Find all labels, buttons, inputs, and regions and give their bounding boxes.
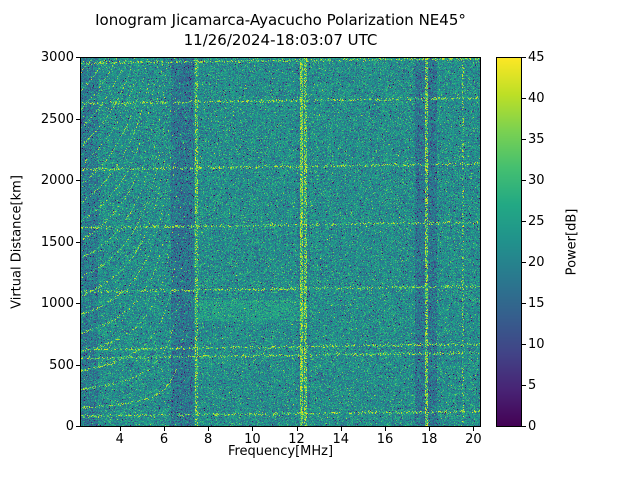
x-tick-label: 8: [204, 432, 213, 447]
colorbar-tick-mark: [522, 262, 526, 263]
y-tick-mark: [76, 364, 80, 366]
colorbar-tick-label: 20: [528, 255, 545, 270]
colorbar-tick-mark: [522, 139, 526, 140]
y-tick-label: 1500: [40, 234, 74, 250]
x-tick-mark: [384, 427, 386, 431]
x-tick-mark: [208, 427, 210, 431]
y-tick-mark: [76, 303, 80, 304]
colorbar-tick-label: 5: [528, 378, 537, 393]
x-tick-label: 6: [159, 432, 169, 447]
colorbar-tick-mark: [522, 426, 526, 427]
chart-title-line1: Ionogram Jicamarca-Ayacucho Polarization…: [95, 11, 466, 29]
colorbar-tick-label: 25: [528, 214, 545, 229]
x-tick-label: 14: [332, 432, 350, 447]
colorbar-tick-mark: [522, 98, 526, 99]
x-tick-label: 12: [288, 432, 305, 447]
colorbar-tick-label: 15: [528, 296, 545, 311]
y-tick-mark: [76, 180, 80, 181]
x-tick-mark: [163, 427, 165, 431]
colorbar-canvas: [496, 57, 522, 427]
y-tick-label: 1000: [40, 296, 74, 311]
x-tick-label: 16: [376, 432, 394, 447]
y-tick-mark: [76, 241, 80, 243]
chart-title-line2: 11/26/2024-18:03:07 UTC: [183, 31, 378, 49]
colorbar-tick-label: 10: [528, 337, 545, 352]
y-tick-mark: [76, 57, 80, 58]
x-tick-label: 18: [420, 432, 438, 447]
x-tick-label: 4: [115, 432, 124, 447]
colorbar-tick-label: 45: [528, 50, 545, 65]
x-tick-mark: [340, 427, 342, 431]
heatmap-canvas: [80, 57, 481, 427]
x-tick-mark: [252, 427, 254, 431]
x-tick-label: 10: [244, 432, 261, 447]
colorbar-tick-label: 35: [528, 132, 545, 147]
colorbar-tick-mark: [522, 221, 526, 222]
colorbar-tick-mark: [522, 385, 526, 386]
colorbar-tick-mark: [522, 180, 526, 181]
y-tick-label: 2000: [40, 173, 74, 188]
colorbar-tick-label: 40: [528, 91, 545, 106]
x-tick-label: 20: [465, 432, 482, 447]
colorbar-tick-label: 30: [528, 173, 545, 188]
x-tick-mark: [429, 427, 431, 431]
x-axis-label: Frequency[MHz]: [227, 444, 334, 459]
colorbar-tick-mark: [522, 344, 526, 345]
x-tick-mark: [296, 427, 298, 431]
colorbar-tick-label: 0: [528, 419, 537, 434]
colorbar-tick-mark: [522, 57, 526, 58]
x-tick-mark: [119, 427, 121, 431]
x-tick-mark: [473, 427, 475, 431]
chart-title: Ionogram Jicamarca-Ayacucho Polarization…: [80, 10, 481, 50]
y-tick-label: 2500: [40, 111, 74, 127]
colorbar-tick-mark: [522, 303, 526, 304]
y-tick-mark: [76, 118, 80, 120]
y-tick-mark: [76, 426, 80, 427]
y-tick-label: 500: [49, 357, 74, 373]
y-axis-label: Virtual Distance[km]: [9, 175, 25, 309]
y-tick-label: 0: [65, 419, 74, 434]
colorbar-label: Power[dB]: [564, 208, 580, 276]
y-tick-label: 3000: [40, 50, 74, 65]
